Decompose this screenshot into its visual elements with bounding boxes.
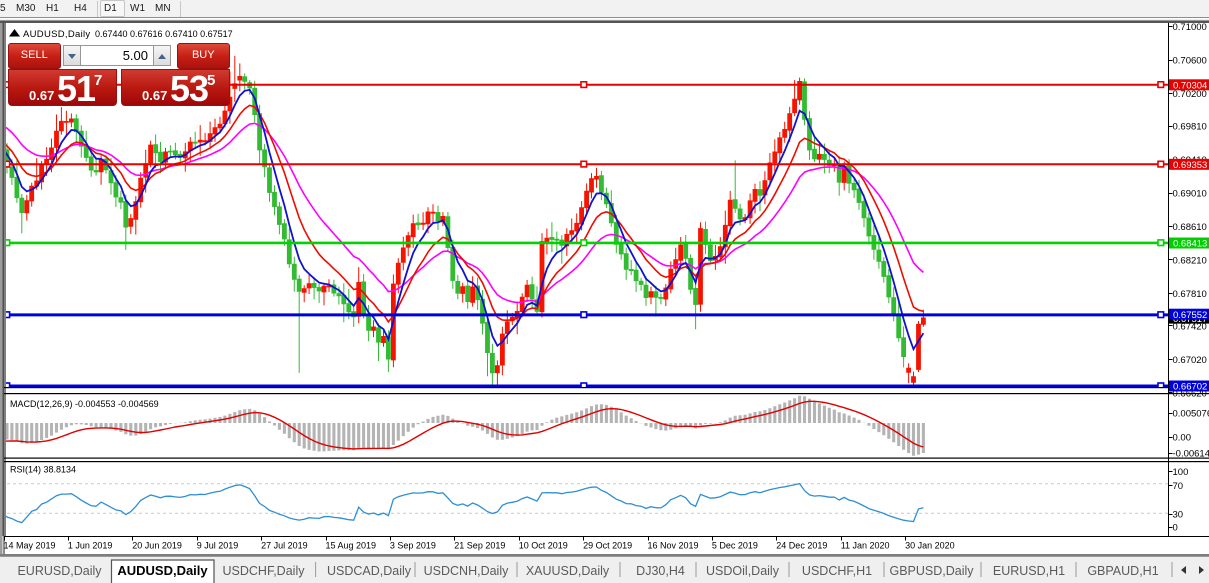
svg-text:0.00: 0.00 [1173,433,1192,444]
svg-text:1 Jun 2019: 1 Jun 2019 [68,541,113,551]
svg-text:XAUUSD,Daily: XAUUSD,Daily [526,564,610,578]
svg-text:9 Jul 2019: 9 Jul 2019 [197,541,239,551]
svg-text:11 Jan 2020: 11 Jan 2020 [841,541,890,551]
svg-text:5 Dec 2019: 5 Dec 2019 [712,541,758,551]
svg-text:24 Dec 2019: 24 Dec 2019 [776,541,827,551]
svg-text:USDCHF,H1: USDCHF,H1 [802,564,872,578]
svg-text:0.68610: 0.68610 [1173,222,1207,233]
svg-text:14 May 2019: 14 May 2019 [4,541,56,551]
svg-text:10 Oct 2019: 10 Oct 2019 [519,541,568,551]
svg-text:0.71000: 0.71000 [1173,22,1207,33]
svg-text:USDOil,Daily: USDOil,Daily [706,564,780,578]
svg-text:0.67552: 0.67552 [1173,310,1207,321]
svg-text:MACD(12,26,9) -0.004553 -0.004: MACD(12,26,9) -0.004553 -0.004569 [10,399,159,409]
svg-text:29 Oct 2019: 29 Oct 2019 [583,541,632,551]
svg-text:USDCHF,Daily: USDCHF,Daily [223,564,306,578]
svg-text:100: 100 [1173,467,1189,478]
svg-text:27 Jul 2019: 27 Jul 2019 [261,541,308,551]
svg-text:AUDUSD,Daily: AUDUSD,Daily [23,29,90,40]
svg-text:0.66620: 0.66620 [1173,388,1207,399]
svg-text:20 Jun 2019: 20 Jun 2019 [132,541,182,551]
svg-text:0.69353: 0.69353 [1173,160,1207,171]
svg-text:21 Sep 2019: 21 Sep 2019 [454,541,505,551]
svg-text:0.69010: 0.69010 [1173,189,1207,200]
svg-text:30: 30 [1173,510,1184,521]
svg-text:USDCAD,Daily: USDCAD,Daily [327,564,412,578]
svg-text:70: 70 [1173,481,1184,492]
svg-text:0.68413: 0.68413 [1173,239,1207,250]
svg-text:0.70200: 0.70200 [1173,89,1207,100]
svg-text:0.005076: 0.005076 [1173,409,1209,420]
svg-text:0: 0 [1173,523,1178,534]
svg-text:16 Nov 2019: 16 Nov 2019 [648,541,699,551]
svg-text:RSI(14) 38.8134: RSI(14) 38.8134 [10,465,76,475]
svg-text:0.67810: 0.67810 [1173,289,1207,300]
svg-text:0.69810: 0.69810 [1173,122,1207,133]
svg-text:DJ30,H4: DJ30,H4 [636,564,685,578]
svg-text:3 Sep 2019: 3 Sep 2019 [390,541,436,551]
svg-text:0.70304: 0.70304 [1173,80,1207,91]
svg-text:EURUSD,H1: EURUSD,H1 [993,564,1065,578]
svg-text:0.67440 0.67616 0.67410 0.6751: 0.67440 0.67616 0.67410 0.67517 [95,29,233,39]
svg-text:0.67420: 0.67420 [1173,322,1207,333]
svg-text:0.67020: 0.67020 [1173,355,1207,366]
svg-text:GBPUSD,Daily: GBPUSD,Daily [889,564,974,578]
svg-text:30 Jan 2020: 30 Jan 2020 [905,541,955,551]
svg-text:0.66702: 0.66702 [1173,382,1207,393]
svg-text:15 Aug 2019: 15 Aug 2019 [326,541,377,551]
svg-text:AUDUSD,Daily: AUDUSD,Daily [117,563,208,578]
svg-text:EURUSD,Daily: EURUSD,Daily [17,564,102,578]
svg-text:GBPAUD,H1: GBPAUD,H1 [1087,564,1158,578]
svg-text:USDCNH,Daily: USDCNH,Daily [424,564,509,578]
svg-text:0.70600: 0.70600 [1173,56,1207,67]
svg-text:-0.006148: -0.006148 [1173,449,1209,460]
svg-text:0.68210: 0.68210 [1173,255,1207,266]
